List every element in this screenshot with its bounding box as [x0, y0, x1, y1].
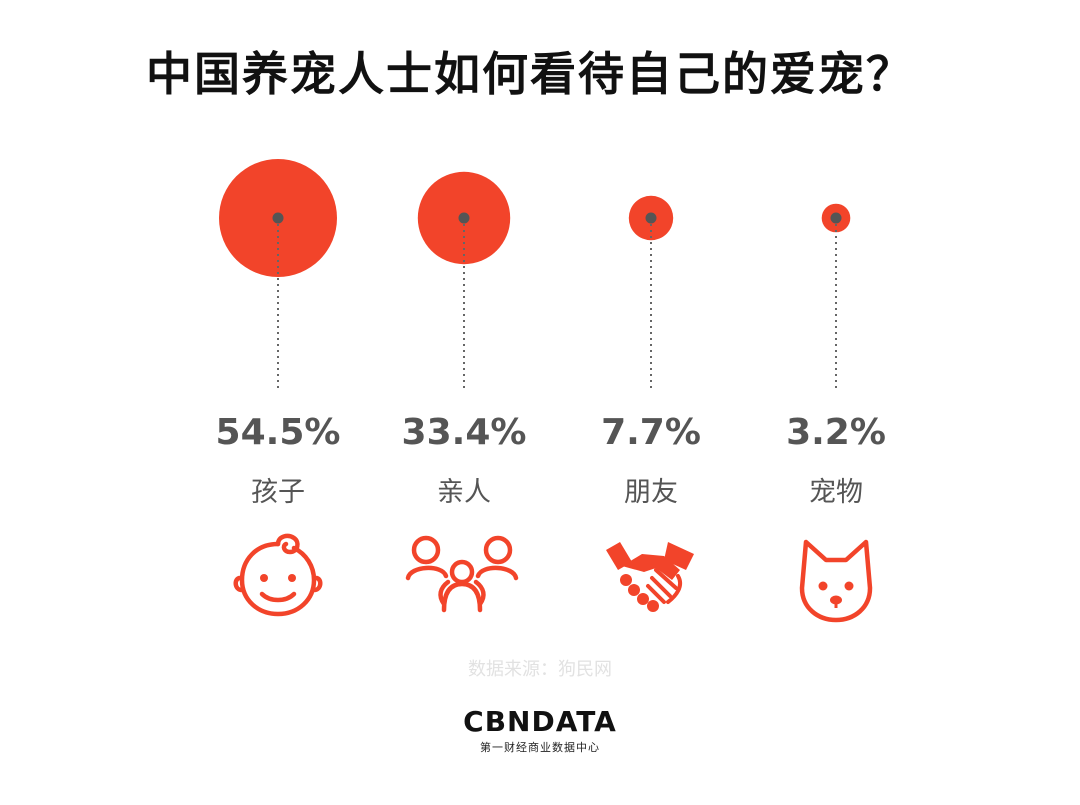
family-icon	[405, 535, 519, 613]
brand-logo: CBNDATA	[463, 705, 617, 738]
brand-tagline: 第一财经商业数据中心	[480, 741, 600, 754]
chart-title: 中国养宠人士如何看待自己的爱宠？	[146, 47, 914, 101]
baby-face-icon	[233, 533, 323, 617]
data-source: 数据来源：狗民网	[468, 659, 612, 680]
bubble-center-dot-3	[645, 212, 657, 224]
value-label-1: 54.5%	[216, 412, 341, 453]
dog-face-icon	[799, 539, 873, 623]
bubble-center-dot-4	[830, 212, 842, 224]
category-label-1: 孩子	[251, 477, 305, 508]
bubble-center-dot-1	[272, 212, 284, 224]
category-label-2: 亲人	[437, 477, 491, 508]
value-label-3: 7.7%	[601, 412, 701, 453]
value-label-2: 33.4%	[402, 412, 527, 453]
handshake-icon	[606, 542, 694, 612]
bubble-center-dot-2	[458, 212, 470, 224]
category-label-4: 宠物	[809, 477, 863, 508]
value-label-4: 3.2%	[786, 412, 886, 453]
category-label-3: 朋友	[624, 477, 678, 508]
